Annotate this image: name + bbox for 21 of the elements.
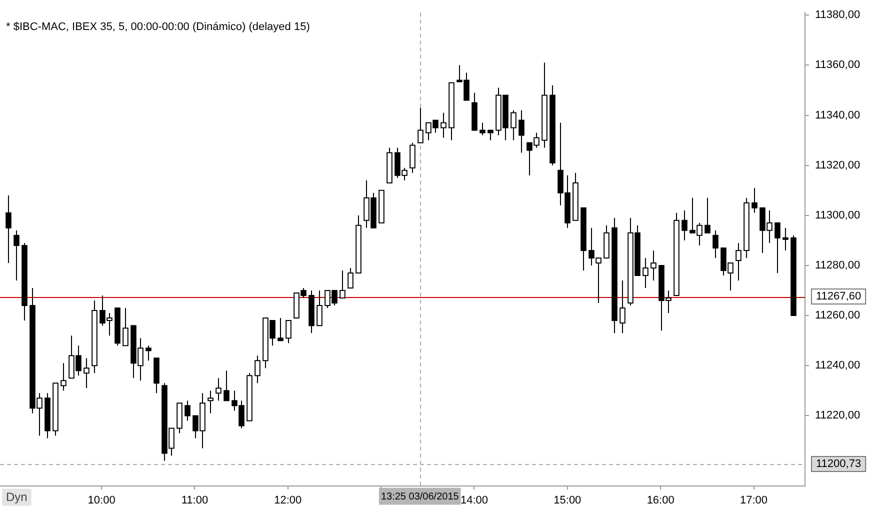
y-tick-label: 11240,00 (815, 360, 860, 372)
x-tick-label: 15:00 (554, 494, 582, 506)
y-tick-label: 11380,00 (815, 9, 860, 22)
y-tick-label: 11360,00 (815, 59, 860, 72)
y-tick-label: 11340,00 (815, 109, 860, 122)
x-tick-label: 12:00 (274, 494, 302, 506)
y-tick-label: 11280,00 (815, 260, 860, 272)
x-tick-label: 14:00 (460, 494, 488, 506)
x-tick-label: 10:00 (88, 494, 116, 506)
x-tick-label: 17:00 (740, 494, 768, 506)
x-tick-label: 16:00 (646, 494, 674, 506)
ref-line-label: 13:25 03/06/2015 (380, 492, 460, 503)
ref-line-label: 11267,60 (816, 290, 862, 303)
ref-line-label: 11200,73 (816, 458, 862, 470)
text: Dyn (6, 490, 28, 504)
text: * $IBC-MAC, IBEX 35, 5, 00:00-00:00 (Dinámico) (delayed 15) (6, 21, 310, 34)
x-tick-label: 11:00 (181, 494, 208, 506)
y-tick-label: 11260,00 (815, 310, 860, 322)
y-tick-label: 11220,00 (815, 410, 860, 422)
y-tick-label: 11300,00 (815, 209, 860, 222)
y-tick-label: 11320,00 (815, 159, 860, 172)
